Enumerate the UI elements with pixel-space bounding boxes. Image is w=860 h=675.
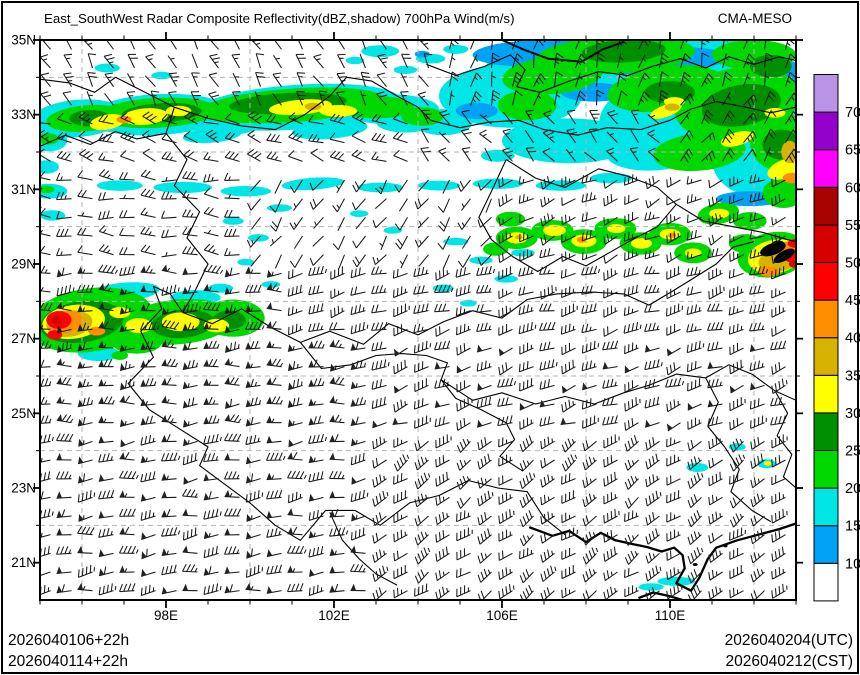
init-time-line2: 2026040114+22h: [8, 653, 128, 670]
colorbar-label: 70: [845, 105, 860, 121]
colorbar-label: 60: [845, 180, 860, 196]
colorbar-label: 65: [845, 143, 860, 159]
y-tick-label: 23N: [11, 481, 36, 496]
colorbar-label: 30: [845, 406, 860, 422]
y-tick-label: 27N: [11, 331, 36, 346]
x-tick-label: 106E: [486, 608, 518, 623]
chart-title: East_SouthWest Radar Composite Reflectiv…: [44, 11, 515, 26]
valid-time-utc: 2026040204(UTC): [724, 632, 853, 649]
y-tick-label: 33N: [11, 107, 36, 122]
colorbar-label: 20: [845, 481, 860, 497]
colorbar-label: 40: [845, 331, 860, 347]
colorbar-label: 25: [845, 444, 860, 460]
model-name: CMA-MESO: [717, 11, 792, 26]
colorbar-label: 15: [845, 519, 860, 535]
x-tick-label: 110E: [655, 608, 686, 623]
valid-time-cst: 2026040212(CST): [725, 653, 853, 670]
y-tick-label: 35N: [11, 33, 36, 48]
colorbar-label: 10: [845, 556, 860, 572]
colorbar-label: 35: [845, 368, 860, 384]
x-axis-labels: 98E 102E 106E 110E: [154, 608, 685, 623]
colorbar-label: 45: [845, 293, 860, 309]
y-axis-labels: 35N 33N 31N 29N 27N 25N 23N 21N: [11, 33, 36, 571]
y-tick-label: 21N: [11, 555, 36, 570]
x-tick-label: 102E: [318, 608, 350, 623]
x-tick-label: 98E: [154, 608, 178, 623]
colorbar-label: 50: [845, 256, 860, 272]
wind-barbs-layer: [40, 40, 796, 600]
y-tick-label: 29N: [11, 257, 36, 272]
y-tick-label: 31N: [11, 182, 36, 197]
axis-ticks: [33, 32, 803, 608]
footer-left: 2026040106+22h 2026040114+22h: [8, 630, 129, 672]
init-time-line1: 2026040106+22h: [8, 632, 130, 649]
colorbar-label: 55: [845, 218, 860, 234]
colorbar: 10 15 20 25 30 35 40 45 50 55 60 65 70: [813, 74, 860, 602]
footer-right: 2026040204(UTC) 2026040212(CST): [725, 630, 853, 672]
y-tick-label: 25N: [11, 406, 36, 421]
